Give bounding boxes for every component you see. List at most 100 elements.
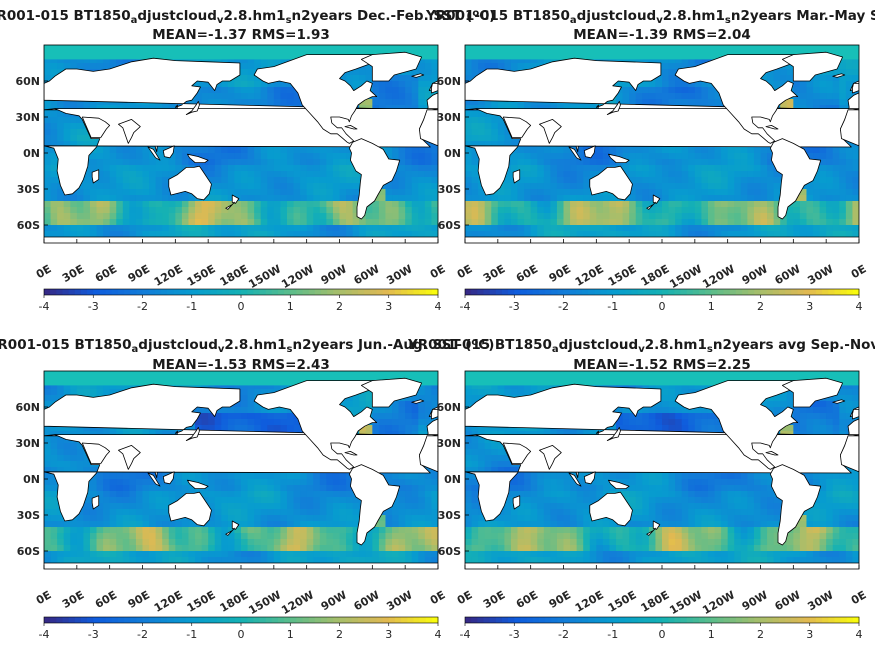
colorbar-segment: [167, 289, 174, 295]
sst-cell: [760, 213, 768, 220]
sst-cell: [596, 225, 604, 232]
sst-cell: [280, 207, 288, 214]
sst-cell: [602, 231, 611, 238]
sst-cell: [286, 87, 295, 94]
sst-cell: [352, 401, 360, 408]
sst-cell: [96, 63, 104, 70]
sst-cell: [76, 425, 84, 432]
sst-cell: [819, 93, 827, 100]
sst-cell: [510, 63, 519, 70]
sst-cell: [826, 93, 834, 100]
x-tick-label: 60E: [514, 262, 540, 285]
sst-cell: [201, 153, 209, 160]
sst-cell: [155, 201, 163, 208]
sst-cell: [431, 171, 438, 178]
sst-cell: [616, 147, 624, 154]
sst-cell: [57, 425, 65, 432]
sst-cell: [306, 213, 314, 220]
sst-cell: [378, 213, 387, 220]
sst-cell: [326, 171, 334, 178]
sst-cell: [424, 147, 433, 154]
sst-cell: [629, 201, 637, 208]
sst-cell: [273, 207, 281, 214]
sst-cell: [839, 189, 847, 196]
sst-cell: [648, 213, 657, 220]
x-tick-label: 120E: [573, 262, 606, 289]
sst-cell: [826, 195, 834, 202]
sst-cell: [424, 183, 433, 190]
sst-cell: [241, 425, 249, 432]
sst-cell: [83, 195, 91, 202]
sst-cell: [418, 93, 426, 100]
sst-cell: [478, 201, 486, 208]
sst-cell: [142, 195, 150, 202]
sst-cell: [688, 93, 696, 100]
sst-cell: [629, 195, 637, 202]
sst-cell: [208, 225, 216, 232]
sst-cell: [424, 201, 433, 208]
sst-cell: [247, 401, 255, 408]
sst-cell: [346, 225, 354, 232]
colorbar-segment: [296, 289, 304, 295]
sst-cell: [622, 207, 630, 214]
sst-cell: [411, 407, 419, 414]
sst-cell: [852, 195, 859, 202]
sst-cell: [339, 207, 347, 214]
sst-cell: [655, 225, 663, 232]
colorbar-segment: [680, 289, 688, 295]
sst-cell: [405, 171, 413, 178]
y-tick-label: 60S: [17, 219, 40, 232]
sst-cell: [556, 147, 565, 154]
sst-cell: [195, 81, 203, 88]
colorbar-segment: [520, 289, 528, 295]
sst-cell: [339, 213, 347, 220]
sst-cell: [734, 153, 742, 160]
sst-cell: [378, 225, 387, 232]
sst-cell: [642, 171, 650, 178]
sst-cell: [786, 213, 794, 220]
sst-cell: [89, 99, 98, 106]
sst-cell: [707, 201, 716, 208]
sst-cell: [346, 395, 354, 402]
sst-cell: [96, 231, 104, 238]
sst-cell: [273, 195, 281, 202]
sst-cell: [260, 177, 268, 184]
sst-cell: [681, 189, 689, 196]
sst-cell: [747, 165, 755, 172]
sst-cell: [694, 147, 702, 154]
sst-cell: [799, 207, 808, 214]
sst-cell: [103, 225, 111, 232]
sst-cell: [221, 225, 229, 232]
sst-cell: [471, 201, 479, 208]
sst-cell: [267, 177, 275, 184]
sst-cell: [629, 207, 637, 214]
colorbar-segment: [197, 289, 205, 295]
sst-cell: [63, 443, 71, 450]
sst-cell: [293, 231, 301, 238]
sst-cell: [63, 383, 71, 390]
sst-cell: [234, 225, 242, 232]
sst-cell: [359, 425, 367, 432]
sst-cell: [103, 171, 111, 178]
sst-cell: [753, 147, 762, 154]
sst-cell: [642, 153, 650, 160]
sst-cell: [806, 201, 814, 208]
sst-cell: [418, 189, 426, 196]
sst-cell: [392, 419, 400, 426]
colorbar-segment: [253, 289, 260, 295]
sst-cell: [694, 57, 702, 64]
sst-cell: [254, 213, 262, 220]
sst-cell: [662, 75, 670, 82]
sst-cell: [313, 153, 321, 160]
sst-cell: [570, 171, 578, 178]
sst-cell: [142, 201, 150, 208]
sst-cell: [129, 147, 137, 154]
sst-cell: [83, 201, 91, 208]
sst-cell: [195, 219, 203, 226]
sst-cell: [149, 195, 157, 202]
sst-cell: [175, 57, 183, 64]
sst-cell: [589, 207, 597, 214]
sst-cell: [208, 189, 216, 196]
sst-cell: [471, 189, 479, 196]
sst-cell: [491, 201, 499, 208]
